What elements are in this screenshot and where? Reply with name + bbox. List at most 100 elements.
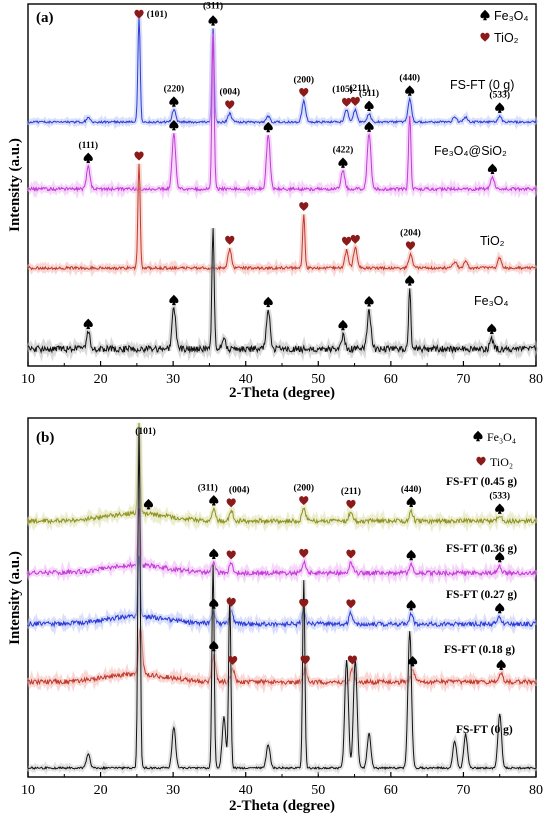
spade-icon [83, 318, 93, 329]
panel-b-series-label-036: FS-FT (0.36 g) [446, 543, 517, 555]
panel-b-legend-tio2: TiO₂ [490, 455, 513, 469]
series-glow [26, 163, 538, 278]
heart-icon [341, 236, 352, 246]
heart-icon [299, 87, 309, 97]
heart-icon [225, 235, 235, 245]
peak-label: (004) [229, 485, 250, 496]
heart-icon [299, 548, 309, 558]
series-line [27, 628, 537, 686]
x-tick-label: 80 [529, 372, 543, 387]
x-tick-label: 60 [384, 783, 398, 798]
panel-a-legend-tio2: TiO₂ [494, 31, 519, 45]
x-tick-label: 50 [311, 372, 325, 387]
x-tick-label: 20 [94, 372, 108, 387]
legend-fe3o4-icon [473, 430, 483, 442]
heart-icon [341, 97, 352, 107]
series-line [27, 228, 537, 355]
panel-b-x-axis: 10 20 30 40 50 60 70 80 [21, 772, 543, 798]
panel-a-ylabel: Intensity (a.u.) [7, 138, 23, 232]
series-glow [26, 228, 539, 362]
series-line [27, 163, 537, 271]
heart-icon [346, 599, 356, 609]
spade-icon [405, 275, 415, 286]
spade-icon [406, 549, 416, 561]
legend-tio2-icon [480, 32, 490, 42]
heart-icon [226, 550, 236, 560]
x-tick-label: 70 [456, 783, 470, 798]
series-line [27, 508, 537, 578]
series-glow [25, 422, 539, 534]
panel-a-legend: Fe₃O₄ TiO₂ [480, 9, 529, 45]
heart-icon [299, 202, 309, 211]
peak-label: (220) [164, 84, 185, 95]
spade-icon [169, 96, 179, 107]
spade-icon [338, 319, 348, 331]
peak-label: (200) [293, 74, 314, 85]
spade-icon [495, 102, 505, 113]
spade-icon [208, 15, 218, 26]
heart-icon [405, 241, 416, 251]
panel-b-series-label-018: FS-FT (0.18 g) [444, 644, 515, 656]
x-tick-label: 20 [94, 783, 108, 798]
legend-tio2-icon [476, 456, 486, 466]
panel-a-series-label-tio2: TiO₂ [480, 234, 505, 248]
x-tick-label: 40 [239, 372, 253, 387]
peak-label: (440) [399, 73, 420, 84]
x-tick-label: 40 [239, 783, 253, 798]
spade-icon [487, 323, 497, 335]
series-line [27, 17, 537, 125]
spade-icon [364, 296, 374, 307]
panel-a: (a) Intensity (a.u.) 2-Theta (degree) 10… [7, 0, 543, 401]
heart-icon [134, 151, 144, 161]
x-tick-label: 10 [21, 372, 35, 387]
spade-icon [209, 548, 219, 559]
peak-label: (111) [78, 140, 98, 151]
panel-b-series [25, 422, 539, 776]
series-line [27, 33, 537, 193]
panel-b-series-label-045: FS-FT (0.45 g) [446, 476, 517, 488]
peak-label: (004) [219, 87, 240, 98]
spade-icon [83, 152, 93, 163]
panel-a-x-axis: 10 20 30 40 50 60 70 80 [21, 361, 543, 387]
panel-b-peak-markers: (101) (311) (004) (200) (211) (440) (533) [135, 426, 510, 671]
panel-a-peak-markers: (101) (220) (311) (004) (200) (105)(211)(511)… [78, 0, 510, 335]
panel-a-series-label-fe3o4: Fe₃O₄ [474, 294, 509, 308]
spade-icon [406, 496, 416, 507]
x-tick-label: 70 [456, 372, 470, 387]
spade-icon [495, 503, 505, 514]
spade-icon [495, 602, 505, 614]
peak-label: (204) [400, 228, 421, 239]
x-tick-label: 30 [166, 372, 180, 387]
spade-icon [487, 163, 498, 175]
peak-label: (200) [293, 482, 314, 493]
peak-label: (311) [198, 482, 218, 493]
peak-label: (311) [203, 0, 223, 11]
peak-label: (440) [401, 484, 422, 495]
peak-label: (211) [341, 486, 361, 497]
series-line [27, 555, 537, 629]
spade-icon [496, 659, 506, 671]
heart-icon [225, 100, 235, 110]
spade-icon [364, 100, 374, 112]
series-line [27, 422, 537, 526]
peak-label: (533) [489, 90, 510, 101]
heart-icon [346, 549, 356, 559]
series-glow [25, 33, 539, 201]
heart-icon [350, 234, 360, 244]
panel-b-series-label-027: FS-FT (0.27 g) [446, 589, 517, 601]
peak-label: (101) [135, 426, 156, 437]
panel-a-series [25, 17, 539, 362]
spade-icon [338, 157, 348, 168]
peak-label: (211) [349, 83, 369, 94]
x-tick-label: 10 [21, 783, 35, 798]
heart-icon [299, 496, 309, 506]
x-tick-label: 60 [384, 372, 398, 387]
panel-a-legend-fe3o4: Fe₃O₄ [494, 9, 529, 23]
panel-b: (b) Intensity (a.u.) 2-Theta (degree) 10… [7, 417, 543, 814]
panel-b-label: (b) [36, 430, 54, 446]
panel-a-series-label-fe3o4-sio2: Fe₃O₄@SiO₂ [434, 144, 507, 158]
peak-label: (511) [359, 88, 379, 99]
panel-b-xlabel: 2-Theta (degree) [229, 798, 335, 814]
x-tick-label: 80 [529, 783, 543, 798]
